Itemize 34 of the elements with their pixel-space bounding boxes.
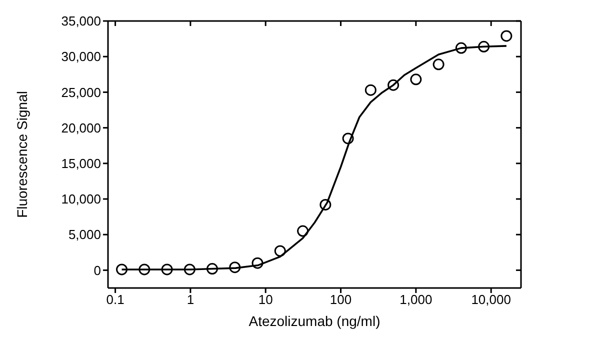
point xyxy=(478,40,490,52)
y-tick-label: 15,000 xyxy=(61,156,101,172)
y-tick-label: 5,000 xyxy=(68,227,101,242)
point xyxy=(274,245,286,257)
y-tick-label: 20,000 xyxy=(61,120,101,136)
point xyxy=(342,132,354,144)
x-axis-title: Atezolizumab (ng/ml) xyxy=(248,313,380,329)
point xyxy=(116,264,128,276)
point xyxy=(500,30,512,42)
point xyxy=(184,264,196,276)
y-tick-label: 25,000 xyxy=(61,84,101,100)
point xyxy=(455,42,467,54)
y-tick-label: 10,000 xyxy=(61,192,101,207)
y-tick-label: 30,000 xyxy=(61,49,101,64)
point xyxy=(364,84,376,96)
point xyxy=(410,74,422,86)
point xyxy=(138,264,150,276)
point xyxy=(206,263,218,275)
point xyxy=(432,58,444,70)
x-tick-label: 1 xyxy=(186,292,194,308)
point xyxy=(229,262,241,274)
y-tick-label: 0 xyxy=(94,262,101,278)
point xyxy=(161,264,173,276)
x-tick-label: 1,000 xyxy=(400,292,432,308)
point xyxy=(252,257,264,269)
point xyxy=(320,198,332,210)
point xyxy=(297,225,309,237)
x-tick-label: 10,000 xyxy=(471,292,511,308)
point xyxy=(388,79,400,91)
x-tick-label: 0.1 xyxy=(106,292,124,308)
y-axis-title: Fluorescence Signal xyxy=(14,91,30,218)
y-tick-label: 35,000 xyxy=(61,14,101,29)
x-tick-label: 10 xyxy=(258,292,273,308)
x-tick-label: 100 xyxy=(330,292,352,308)
